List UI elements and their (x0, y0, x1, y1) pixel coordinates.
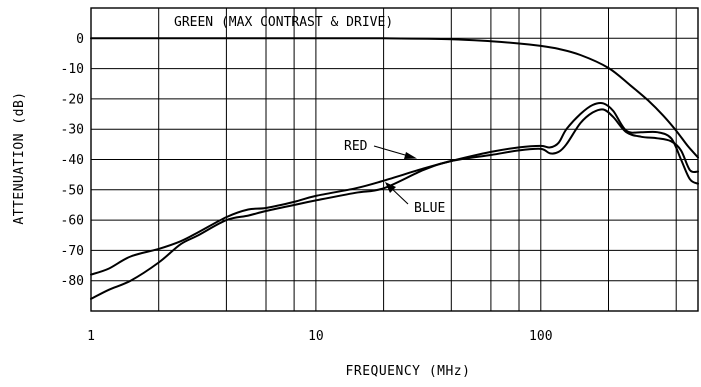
series-line-blue (90, 108, 699, 300)
y-tick-label: 0 (76, 32, 84, 47)
x-tick-label: 10 (308, 329, 324, 344)
y-tick-label: -60 (61, 214, 84, 229)
y-tick-label: -10 (61, 62, 84, 77)
y-tick-label: -80 (61, 274, 84, 289)
series-label-blue: BLUE (414, 201, 445, 216)
red-label-arrow (373, 145, 417, 159)
y-tick-label: -70 (61, 244, 84, 259)
series-label-green: GREEN (MAX CONTRAST & DRIVE) (174, 15, 393, 30)
y-tick-label: -50 (61, 183, 84, 198)
y-tick-label: -20 (61, 92, 84, 107)
y-axis-ticks: 0 -10 -20 -30 -40 -50 -60 -70 -80 (61, 32, 84, 289)
series-lines (90, 37, 699, 300)
y-axis-title: ATTENUATION (dB) (12, 91, 27, 224)
y-tick-label: -40 (61, 153, 84, 168)
series-line-green (90, 37, 699, 159)
x-axis-ticks: 1 10 100 (87, 329, 552, 344)
grid-lines (90, 8, 699, 311)
x-tick-label: 1 (87, 329, 95, 344)
blue-label-arrow (385, 182, 409, 205)
y-tick-label: -30 (61, 123, 84, 138)
x-axis-title: FREQUENCY (MHz) (346, 364, 471, 379)
series-label-red: RED (344, 139, 368, 154)
x-tick-label: 100 (529, 329, 552, 344)
series-line-red (90, 101, 699, 276)
plot-frame (90, 7, 699, 312)
